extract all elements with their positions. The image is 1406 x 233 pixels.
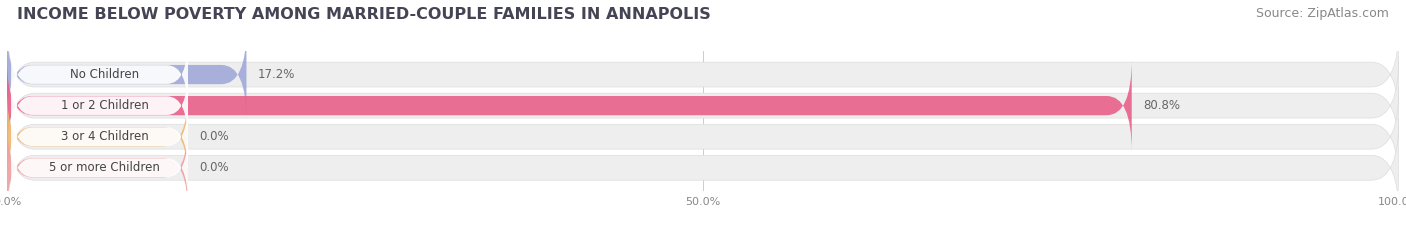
FancyBboxPatch shape — [11, 68, 188, 143]
Text: No Children: No Children — [70, 68, 139, 81]
FancyBboxPatch shape — [7, 28, 246, 121]
FancyBboxPatch shape — [7, 59, 1132, 152]
FancyBboxPatch shape — [11, 99, 188, 174]
Text: Source: ZipAtlas.com: Source: ZipAtlas.com — [1256, 7, 1389, 20]
FancyBboxPatch shape — [7, 90, 188, 183]
Text: 0.0%: 0.0% — [200, 161, 229, 174]
FancyBboxPatch shape — [7, 121, 188, 214]
Text: 80.8%: 80.8% — [1143, 99, 1180, 112]
Text: 5 or more Children: 5 or more Children — [49, 161, 160, 174]
Text: 3 or 4 Children: 3 or 4 Children — [60, 130, 149, 143]
Text: 0.0%: 0.0% — [200, 130, 229, 143]
Text: INCOME BELOW POVERTY AMONG MARRIED-COUPLE FAMILIES IN ANNAPOLIS: INCOME BELOW POVERTY AMONG MARRIED-COUPL… — [17, 7, 710, 22]
Text: 1 or 2 Children: 1 or 2 Children — [60, 99, 149, 112]
FancyBboxPatch shape — [11, 37, 188, 112]
Text: 17.2%: 17.2% — [257, 68, 295, 81]
FancyBboxPatch shape — [7, 25, 1399, 124]
FancyBboxPatch shape — [11, 130, 188, 205]
FancyBboxPatch shape — [7, 87, 1399, 186]
FancyBboxPatch shape — [7, 118, 1399, 217]
FancyBboxPatch shape — [7, 56, 1399, 155]
